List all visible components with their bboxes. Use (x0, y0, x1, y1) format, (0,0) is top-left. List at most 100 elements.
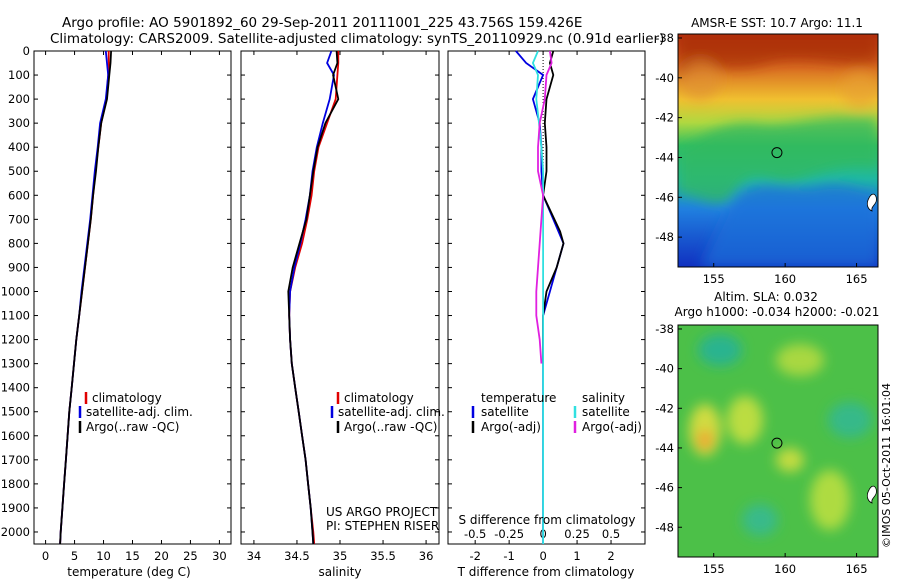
series-line (288, 51, 340, 545)
map-x-tick-label: 155 (703, 272, 725, 286)
sla-map-field (678, 325, 878, 557)
depth-tick-label: 1800 (1, 477, 30, 491)
map-y-tick-label: -48 (655, 520, 674, 534)
salinity-xlabel: salinity (318, 565, 361, 579)
argo-position-marker (771, 147, 783, 159)
project-credit: US ARGO PROJECT (326, 505, 438, 519)
s-difference-xlabel: S difference from climatology (459, 513, 636, 527)
x-tick-label: 34 (247, 549, 262, 563)
x-tick-label: 0 (539, 549, 546, 563)
x-tick-label: 10 (96, 549, 111, 563)
x-tick-label: 35 (333, 549, 348, 563)
series-line (287, 50, 340, 545)
x-tick-label: -1 (503, 549, 514, 563)
series-line (59, 50, 112, 545)
map-y-tick-label: -38 (655, 31, 674, 45)
x-tick-label: 25 (183, 549, 198, 563)
depth-tick-label: 1200 (1, 333, 30, 347)
temperature-legend: climatology satellite-adj. clim. Argo(..… (78, 391, 193, 434)
depth-tick-label: 800 (8, 236, 30, 250)
map-x-tick-label: 160 (774, 272, 796, 286)
sst-map-axes: 155 160 165 -38 -40 -42 -44 -46 -48 (655, 31, 867, 286)
map-y-tick-label: -46 (655, 481, 674, 495)
depth-tick-label: 1600 (1, 429, 30, 443)
x-tick-label: 20 (154, 549, 169, 563)
map-y-tick-label: -40 (655, 71, 674, 85)
depth-tick-label: 1900 (1, 501, 30, 515)
legend-satellite: satellite-adj. clim. (86, 405, 193, 419)
legend-s-satellite: satellite (582, 405, 630, 419)
legend-temperature-title: temperature (481, 391, 556, 405)
sla-map-subtitle: Argo h1000: -0.034 h2000: -0.021 (675, 305, 880, 319)
sst-map-frame (677, 33, 879, 268)
difference-legend: temperature satellite Argo(-adj) salinit… (471, 391, 642, 434)
depth-tick-label: 0 (23, 44, 30, 58)
depth-tick-label: 1300 (1, 357, 30, 371)
series-line (531, 50, 544, 544)
legend-argo: Argo(..raw -QC) (86, 420, 179, 434)
x-tick-label: 36 (419, 549, 434, 563)
map-y-tick-label: -44 (655, 441, 674, 455)
figure-title-line1: Argo profile: AO 5901892_60 29-Sep-2011 … (62, 15, 582, 31)
map-y-tick-label: -48 (655, 230, 674, 244)
depth-tick-label: 1000 (1, 284, 30, 298)
x-tick-label: 35.5 (370, 549, 396, 563)
map-y-tick-label: -42 (655, 111, 674, 125)
depth-tick-label: 1700 (1, 453, 30, 467)
temperature-xlabel: temperature (deg C) (67, 565, 190, 579)
legend-climatology: climatology (344, 391, 414, 405)
depth-tick-label: 1100 (1, 309, 30, 323)
x-tick-label: 34.5 (284, 549, 310, 563)
argo-position-marker (771, 437, 783, 449)
legend-t-satellite: satellite (481, 405, 529, 419)
imos-timestamp: ©IMOS 05-Oct-2011 16:01:04 (880, 383, 893, 548)
secondary-x-tick-label: -0.5 (464, 527, 486, 541)
sst-map-field (678, 34, 878, 267)
series-line (535, 50, 553, 364)
pi-credit: PI: STEPHEN RISER (326, 519, 439, 533)
sla-map-axes: 155 160 165 -38 -40 -42 -44 -46 -48 (655, 322, 867, 576)
difference-axes (447, 50, 646, 545)
legend-satellite: satellite-adj. clim. (338, 405, 445, 419)
legend-s-argo: Argo(-adj) (582, 420, 642, 434)
depth-tick-label: 2000 (1, 525, 30, 539)
legend-argo: Argo(..raw -QC) (344, 420, 437, 434)
depth-tick-label: 400 (8, 140, 30, 154)
x-tick-label: 2 (607, 549, 614, 563)
depth-axis: 0 100 200 300 400 500 600 700 800 900 1000 1100 1200… (1, 44, 645, 539)
x-tick-label: 15 (125, 549, 140, 563)
legend-climatology: climatology (92, 391, 162, 405)
map-y-tick-label: -40 (655, 362, 674, 376)
series-line (542, 50, 565, 364)
secondary-x-tick-label: 0.5 (602, 527, 620, 541)
map-y-tick-label: -42 (655, 401, 674, 415)
depth-tick-label: 200 (8, 92, 30, 106)
x-tick-label: 5 (71, 549, 78, 563)
salinity-plot: 34 34.5 35 35.5 36 (247, 50, 434, 563)
secondary-x-tick-label: -0.25 (494, 527, 524, 541)
sla-map-title: Altim. SLA: 0.032 (714, 290, 818, 304)
x-tick-label: 0 (42, 549, 49, 563)
depth-tick-label: 300 (8, 116, 30, 130)
temperature-plot: 0 5 10 15 20 25 30 (42, 50, 227, 563)
map-x-tick-label: 155 (703, 562, 725, 576)
temperature-axes (33, 50, 232, 545)
legend-salinity-title: salinity (582, 391, 625, 405)
salinity-legend: climatology satellite-adj. clim. Argo(..… (330, 391, 445, 434)
t-difference-xlabel: T difference from climatology (457, 565, 635, 579)
depth-tick-label: 900 (8, 260, 30, 274)
sst-map-title: AMSR-E SST: 10.7 Argo: 11.1 (691, 16, 863, 30)
depth-tick-label: 700 (8, 212, 30, 226)
legend-t-argo: Argo(-adj) (481, 420, 541, 434)
depth-tick-label: 100 (8, 68, 30, 82)
depth-tick-label: 500 (8, 164, 30, 178)
map-y-tick-label: -46 (655, 190, 674, 204)
x-tick-label: 1 (573, 549, 580, 563)
map-x-tick-label: 160 (774, 562, 796, 576)
secondary-x-tick-label: 0.25 (564, 527, 590, 541)
map-x-tick-label: 165 (846, 562, 868, 576)
depth-tick-label: 600 (8, 188, 30, 202)
salinity-axes (240, 50, 440, 545)
